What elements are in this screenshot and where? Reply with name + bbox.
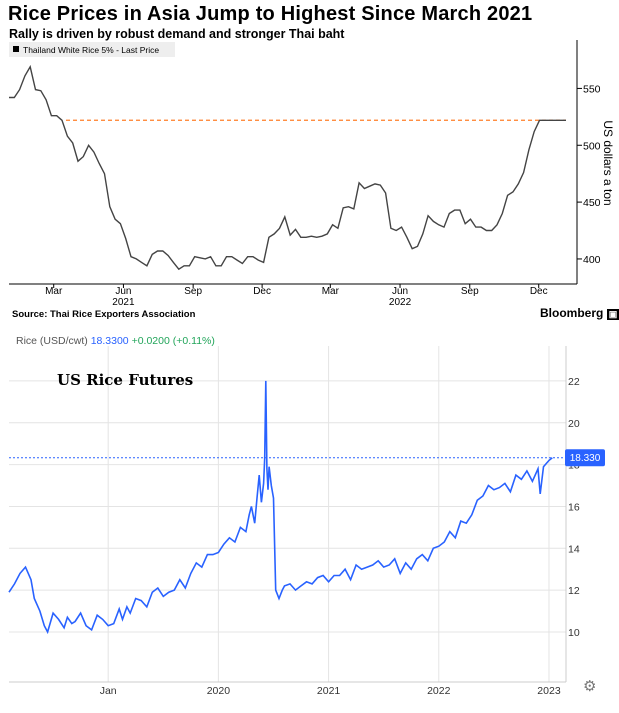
us-rice-price-line bbox=[8, 380, 553, 635]
bloomberg-logo: Bloomberg ▣ bbox=[540, 306, 619, 320]
price-tag-box bbox=[565, 449, 605, 467]
x-tick-label: Dec bbox=[530, 286, 548, 297]
price-tag-label: 18.330 bbox=[570, 453, 601, 464]
legend-name: Rice (USD/cwt) bbox=[16, 335, 88, 347]
thai-rice-price-line bbox=[9, 64, 566, 271]
y-tick-label: 450 bbox=[583, 197, 601, 209]
us-rice-futures-chart: 10121416182022Jan2020202120222023 18.330 bbox=[8, 346, 605, 697]
x-tick-label: Sep bbox=[461, 286, 479, 297]
y-axis-label: US dollars a ton bbox=[601, 120, 615, 205]
y-tick-label: 22 bbox=[568, 376, 580, 388]
x-tick-label: Sep bbox=[184, 286, 202, 297]
x-tick-label: Mar bbox=[322, 286, 340, 297]
source-note: Source: Thai Rice Exporters Association bbox=[12, 309, 196, 320]
chart-title: Rice Prices in Asia Jump to Highest Sinc… bbox=[8, 3, 533, 25]
brand-text: Bloomberg bbox=[540, 306, 604, 320]
x-year-label: 2022 bbox=[389, 297, 412, 308]
x-tick-label: 2021 bbox=[317, 685, 341, 697]
x-year-label: 2021 bbox=[112, 297, 135, 308]
legend-change: +0.0200 (+0.11%) bbox=[131, 335, 215, 347]
bloomberg-terminal-icon: ▣ bbox=[606, 309, 619, 320]
legend-label: Thailand White Rice 5% - Last Price bbox=[23, 45, 159, 55]
thai-axis-group: 400 450 500 550 Mar Jun Sep Dec Mar Jun Sep Dec 2021… bbox=[9, 40, 601, 308]
x-tick-label: Mar bbox=[45, 286, 63, 297]
legend: Thailand White Rice 5% - Last Price bbox=[9, 42, 175, 57]
y-tick-label: 20 bbox=[568, 418, 580, 430]
y-tick-label: 12 bbox=[568, 585, 580, 597]
y-tick-label: 10 bbox=[568, 627, 580, 639]
x-tick-label: 2022 bbox=[427, 685, 451, 697]
x-tick-label: Jun bbox=[392, 286, 408, 297]
legend-swatch bbox=[13, 46, 19, 52]
y-tick-label: 16 bbox=[568, 501, 580, 513]
price-tag: 18.330 bbox=[565, 449, 605, 467]
y-tick-label: 550 bbox=[583, 83, 601, 95]
y-tick-label: 400 bbox=[583, 254, 601, 266]
thai-rice-chart: 400 450 500 550 Mar Jun Sep Dec Mar Jun Sep Dec 2021… bbox=[9, 40, 615, 308]
us-axis-group: 10121416182022Jan2020202120222023 bbox=[9, 346, 580, 697]
price-legend: Rice (USD/cwt) 18.3300 +0.0200 (+0.11%) bbox=[16, 335, 215, 347]
x-tick-label: 2023 bbox=[537, 685, 561, 697]
y-tick-label: 500 bbox=[583, 140, 601, 152]
x-tick-label: Jun bbox=[115, 286, 131, 297]
x-tick-label: Dec bbox=[253, 286, 271, 297]
us-chart-title: US Rice Futures bbox=[57, 371, 194, 389]
chart-subtitle: Rally is driven by robust demand and str… bbox=[9, 27, 345, 41]
y-tick-label: 14 bbox=[568, 543, 580, 555]
legend-value: 18.3300 bbox=[90, 335, 129, 347]
legend-box bbox=[9, 42, 175, 57]
x-tick-label: Jan bbox=[100, 685, 117, 697]
gear-icon[interactable]: ⚙ bbox=[583, 678, 597, 695]
grid-group bbox=[9, 346, 566, 682]
x-tick-label: 2020 bbox=[207, 685, 231, 697]
